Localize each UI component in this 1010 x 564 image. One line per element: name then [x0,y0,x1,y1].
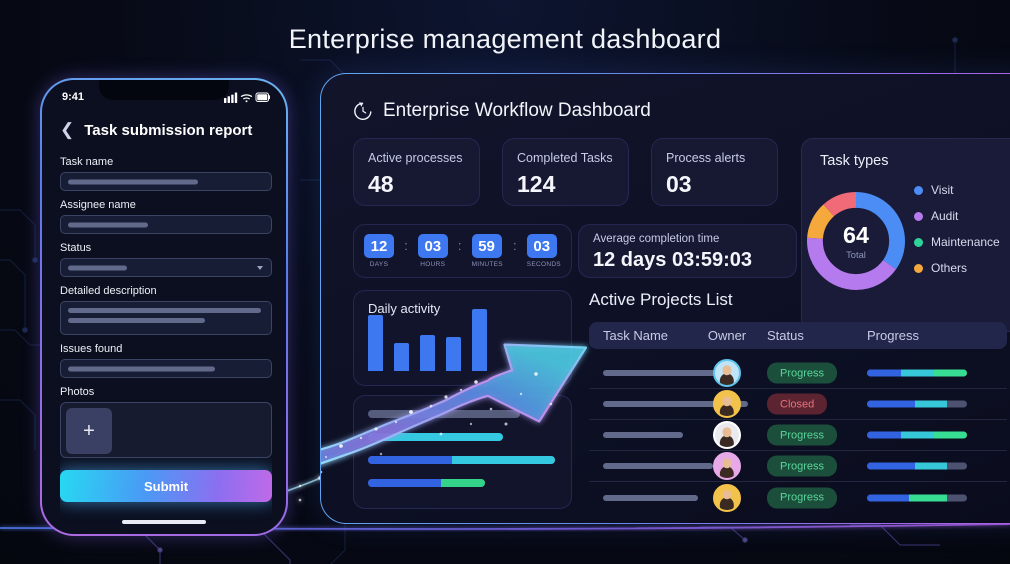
svg-text:64: 64 [843,222,869,248]
svg-text:Total: Total [846,250,866,260]
